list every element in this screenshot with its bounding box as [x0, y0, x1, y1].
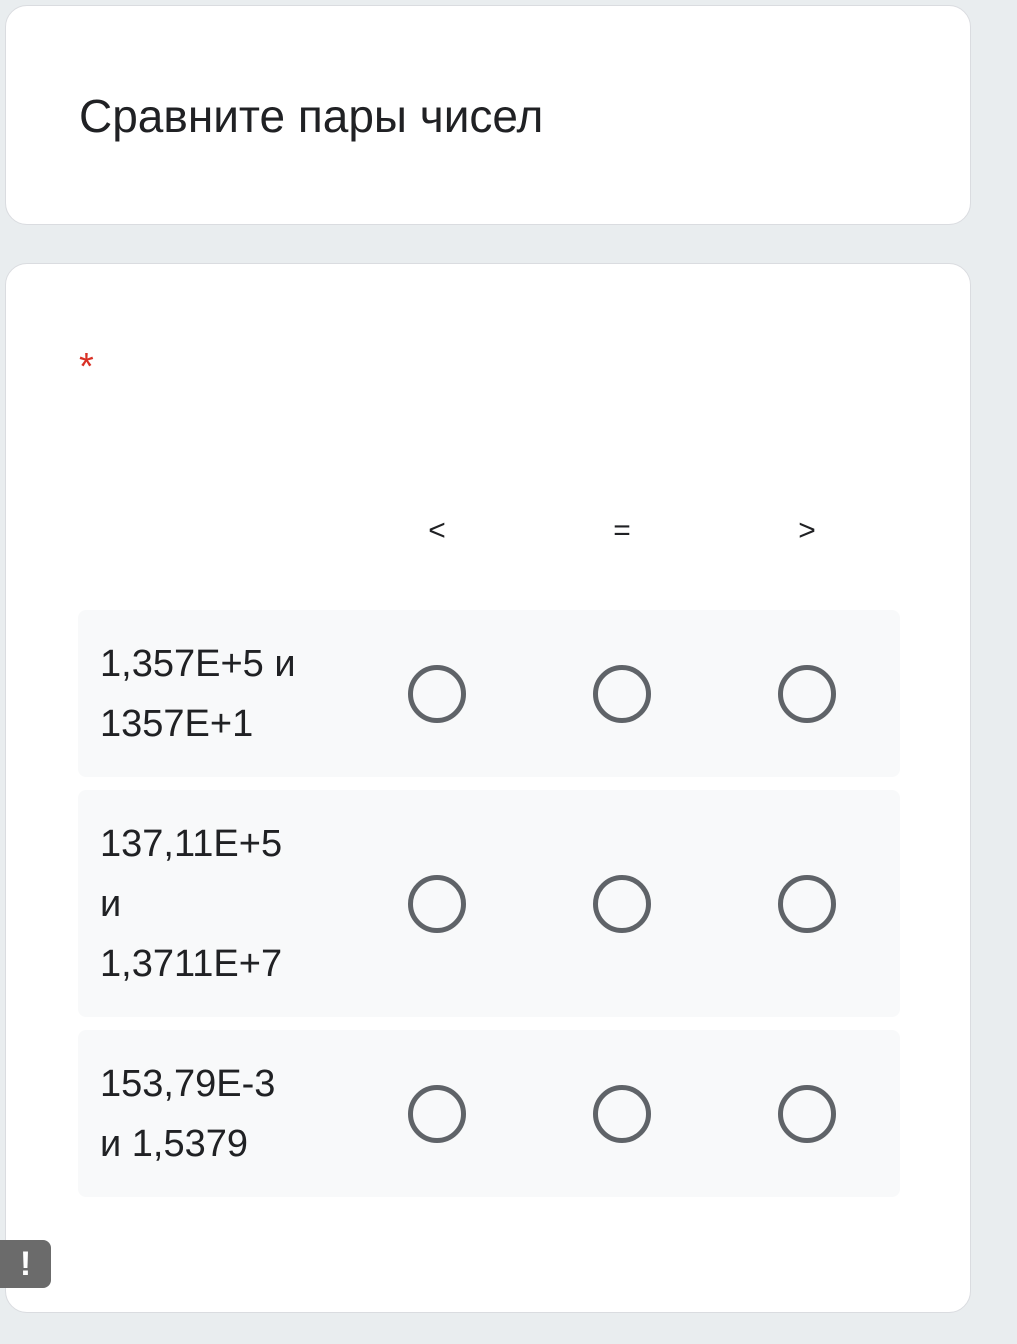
row-label-line: 1,357E+5 и	[100, 643, 296, 685]
column-header-less: <	[428, 514, 446, 547]
column-header-greater: >	[798, 514, 816, 547]
radio-less[interactable]	[408, 1085, 466, 1143]
grid-row: 153,79E-3 и 1,5379	[78, 1030, 900, 1197]
row-label-line: 1,3711E+7	[100, 943, 283, 985]
radio-less[interactable]	[408, 875, 466, 933]
radio-less[interactable]	[408, 665, 466, 723]
required-asterisk: *	[79, 346, 94, 388]
column-header-equal: =	[613, 514, 631, 547]
row-label-line: 153,79E-3	[100, 1063, 276, 1105]
row-label: 1,357E+5 и 1357E+1	[100, 634, 296, 754]
form-title: Сравните пары чисел	[79, 90, 544, 142]
row-label: 137,11E+5 и 1,3711E+7	[100, 814, 282, 994]
radio-greater[interactable]	[778, 665, 836, 723]
question-card: * < = > 1,357E+5 и 1357E+1 137,11E+5 и 1…	[5, 263, 971, 1313]
radio-equal[interactable]	[593, 1085, 651, 1143]
row-label: 153,79E-3 и 1,5379	[100, 1054, 275, 1174]
form-title-card: Сравните пары чисел	[5, 5, 971, 225]
grid-row: 1,357E+5 и 1357E+1	[78, 610, 900, 777]
report-button[interactable]: !	[0, 1240, 51, 1288]
radio-greater[interactable]	[778, 875, 836, 933]
radio-equal[interactable]	[593, 665, 651, 723]
radio-greater[interactable]	[778, 1085, 836, 1143]
grid-row: 137,11E+5 и 1,3711E+7	[78, 790, 900, 1017]
row-label-line: и	[100, 883, 122, 925]
exclamation-icon: !	[19, 1245, 32, 1283]
row-label-line: и 1,5379	[100, 1123, 249, 1165]
row-label-line: 137,11E+5	[100, 823, 283, 865]
radio-equal[interactable]	[593, 875, 651, 933]
row-label-line: 1357E+1	[100, 703, 254, 745]
